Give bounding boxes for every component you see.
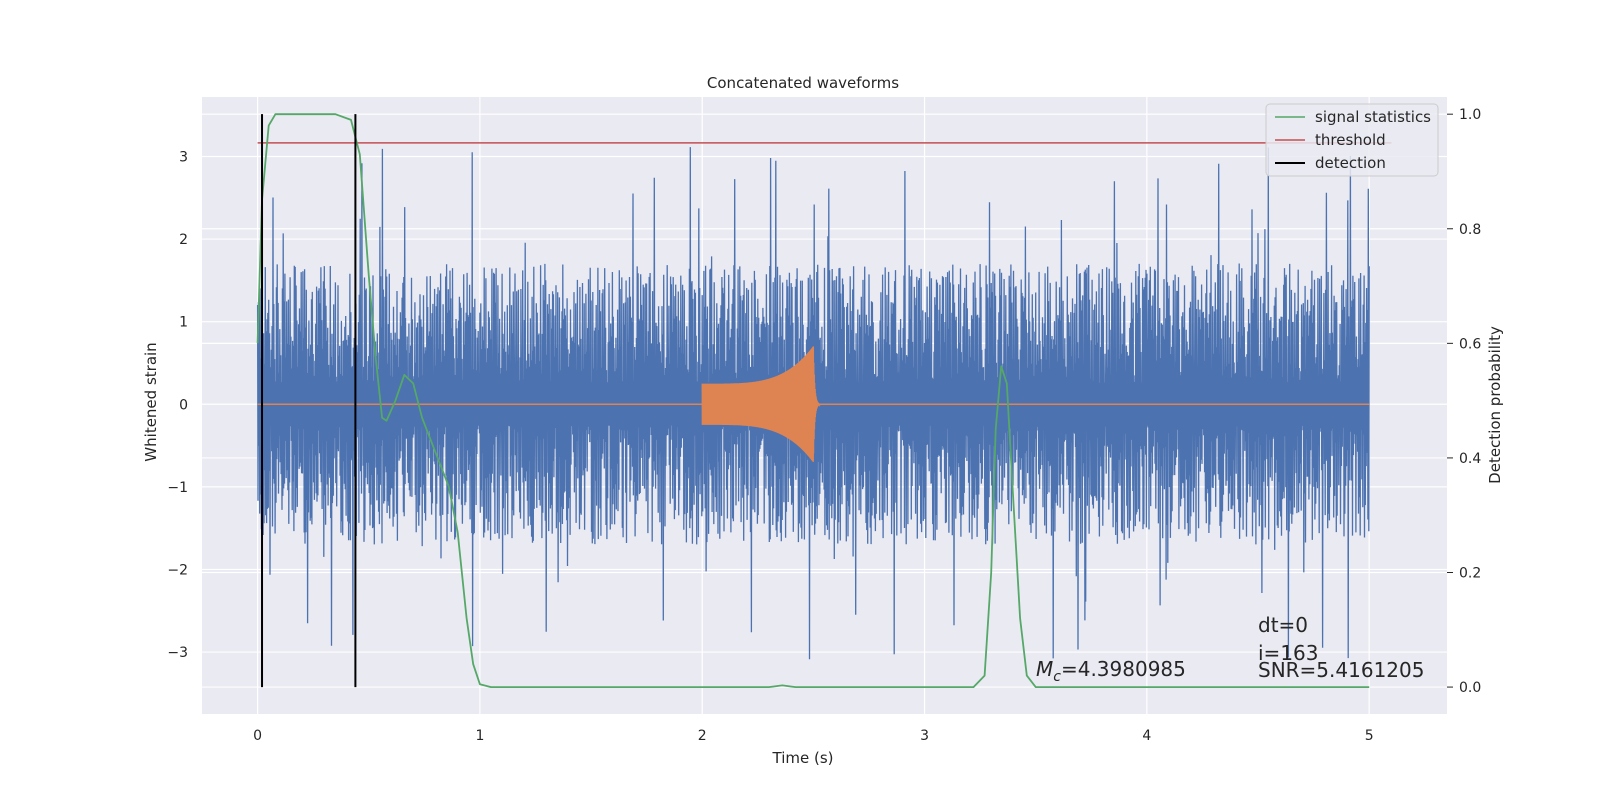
legend-label-threshold: threshold <box>1315 131 1386 149</box>
x-axis-label: Time (s) <box>772 749 834 767</box>
y-tick-label: 0 <box>179 397 188 413</box>
snr-annotation: SNR=5.4161205 <box>1258 658 1424 682</box>
y2-tick-label: 0.0 <box>1459 680 1481 696</box>
signal-statistics-line <box>256 113 1370 688</box>
y-tick-label: −2 <box>167 562 188 578</box>
y2-tick-label: 1.0 <box>1459 107 1481 123</box>
tick-layer: 0 1 2 3 4 5 −3 −2 −1 0 1 2 3 0.0 0.2 0.4 0.6 0.8 1.0 <box>167 107 1481 744</box>
y2-tick-label: 0.4 <box>1459 451 1481 467</box>
y-tick-label: 1 <box>179 315 188 331</box>
chirp-mass-annotation: Mc=4.3980985 <box>1036 657 1186 685</box>
index-annotation: i=163 <box>1258 641 1319 665</box>
x-tick-label: 0 <box>253 728 262 744</box>
chirp-waveform-line <box>701 346 821 462</box>
chirp-mass-symbol: M <box>1036 657 1053 681</box>
series-layer <box>256 113 1392 688</box>
y-tick-label: 2 <box>179 232 188 248</box>
y2-tick-label: 0.2 <box>1459 565 1481 581</box>
chirp-mass-subscript: c <box>1053 669 1061 685</box>
y-tick-label: 3 <box>179 149 188 165</box>
legend: signal statistics threshold detection <box>1265 103 1439 177</box>
y2-tick-label: 0.8 <box>1459 222 1481 238</box>
whitened-strain-line <box>256 147 1370 660</box>
x-tick-label: 5 <box>1365 728 1374 744</box>
y-axis-label: Whitened strain <box>142 342 160 461</box>
x-tick-label: 4 <box>1142 728 1151 744</box>
svg-text:Mc=4.3980985: Mc=4.3980985 <box>1036 657 1186 685</box>
x-tick-label: 1 <box>475 728 484 744</box>
y2-tick-label: 0.6 <box>1459 336 1481 352</box>
x-tick-label: 2 <box>698 728 707 744</box>
x-tick-label: 3 <box>920 728 929 744</box>
dt-annotation: dt=0 <box>1258 613 1308 637</box>
chart-title: Concatenated waveforms <box>707 74 899 92</box>
y2-axis-label: Detection probability <box>1486 326 1504 484</box>
legend-box <box>1265 103 1439 177</box>
legend-label-detection: detection <box>1315 154 1386 172</box>
legend-label-signal-statistics: signal statistics <box>1315 108 1431 126</box>
y-tick-label: −3 <box>167 645 188 661</box>
chirp-mass-value: =4.3980985 <box>1061 657 1186 681</box>
y-tick-label: −1 <box>167 480 188 496</box>
